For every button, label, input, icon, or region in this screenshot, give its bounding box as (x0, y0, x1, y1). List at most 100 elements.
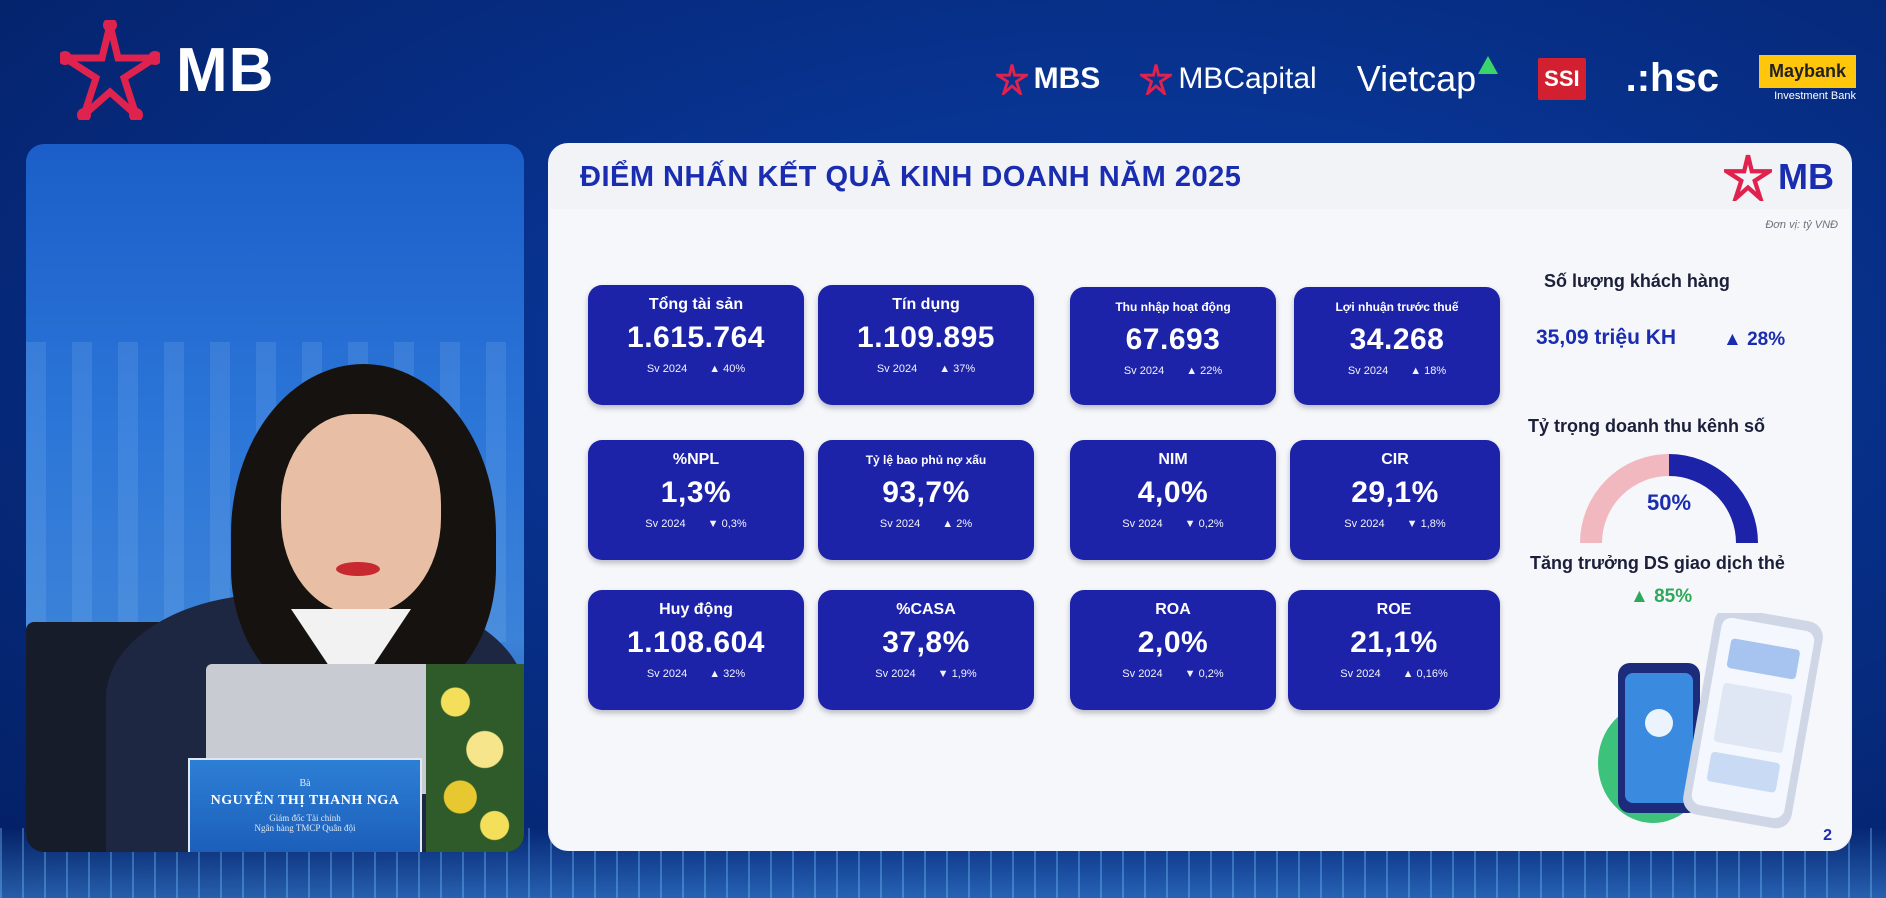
kpi-change: ▲ 22% (1186, 365, 1223, 377)
presentation-slide: ĐIỂM NHẤN KẾT QUẢ KINH DOANH NĂM 2025 MB… (548, 143, 1852, 851)
speaker-lips (336, 562, 380, 576)
card-tx-growth: ▲ 85% (1630, 586, 1693, 607)
phone-front-card (1707, 751, 1780, 793)
brand-text: MB (176, 35, 275, 105)
kpi-label: CIR (1381, 451, 1409, 468)
kpi-value: 21,1% (1350, 626, 1438, 659)
kpi-change: ▲ 40% (709, 363, 746, 375)
kpi-value: 1.615.764 (627, 321, 765, 354)
speaker-face (281, 414, 441, 614)
kpi-change: ▲ 37% (939, 363, 976, 375)
phone-front-banner (1726, 638, 1800, 680)
speaker-video: Bà NGUYỄN THỊ THANH NGA Giám đốc Tài chí… (26, 144, 524, 852)
kpi-label: Tổng tài sản (648, 296, 744, 313)
nameplate-role: Giám đốc Tài chính (269, 813, 341, 823)
kpi-compare-base: Sv 2024 (1344, 518, 1385, 530)
partner-maybank: Maybank Investment Bank (1758, 55, 1856, 102)
kpi-label: Tỷ lệ bao phủ nợ xấu (865, 453, 987, 467)
kpi-label: Huy động (659, 601, 733, 618)
nameplate-org: Ngân hàng TMCP Quân đội (254, 823, 356, 833)
kpi-label: %CASA (896, 601, 956, 618)
kpi-card: Lợi nhuận trước thuế 34.268 Sv 2024 ▲ 18% (1294, 287, 1500, 405)
kpi-compare-base: Sv 2024 (646, 668, 688, 680)
kpi-label: ROE (1376, 601, 1412, 618)
partner-vietcap: Vietcap (1357, 55, 1499, 100)
kpi-card: Tổng tài sản 1.615.764 Sv 2024 ▲ 40% (588, 285, 804, 405)
unit-note: Đơn vị: tỷ VNĐ (1765, 219, 1838, 231)
kpi-compare-base: Sv 2024 (1122, 518, 1163, 530)
kpi-compare-base: Sv 2024 (879, 518, 921, 530)
kpi-compare-base: Sv 2024 (1340, 668, 1381, 680)
kpi-compare: Sv 2024 ▼ 0,3% (588, 518, 804, 530)
slide-logo: MB (1724, 153, 1834, 201)
kpi-compare: Sv 2024 ▲ 18% (1294, 365, 1500, 377)
kpi-compare: Sv 2024 ▲ 40% (588, 363, 804, 375)
mb-star-icon (60, 20, 160, 120)
kpi-compare: Sv 2024 ▲ 32% (588, 668, 804, 680)
partner-maybank-label: Maybank (1758, 55, 1856, 88)
kpi-change: ▲ 2% (942, 518, 973, 530)
kpi-compare-base: Sv 2024 (645, 518, 686, 530)
partner-mbs: MBS (995, 61, 1101, 96)
phone-back-icon (1645, 709, 1673, 737)
phone-front-grid (1713, 683, 1793, 753)
gauge-rest-arc (1580, 454, 1670, 544)
customers-value: 35,09 triệu KH (1536, 326, 1677, 349)
kpi-compare-base: Sv 2024 (1347, 365, 1389, 377)
mbs-star-icon (995, 63, 1028, 95)
kpi-compare: Sv 2024 ▲ 0,16% (1288, 668, 1500, 680)
kpi-value: 29,1% (1351, 476, 1439, 509)
kpi-label: ROA (1155, 601, 1191, 618)
kpi-card: Thu nhập hoạt động 67.693 Sv 2024 ▲ 22% (1070, 287, 1276, 405)
kpi-card: Huy động 1.108.604 Sv 2024 ▲ 32% (588, 590, 804, 710)
kpi-change: ▼ 1,9% (937, 668, 977, 680)
kpi-change: ▲ 18% (1410, 365, 1447, 377)
kpi-card: ROA 2,0% Sv 2024 ▼ 0,2% (1070, 590, 1276, 710)
kpi-compare-base: Sv 2024 (646, 363, 688, 375)
nameplate: Bà NGUYỄN THỊ THANH NGA Giám đốc Tài chí… (188, 758, 422, 852)
mobile-app-illustration (1598, 613, 1823, 829)
header: MB MBS MBCapital Vietcap SSI .:hsc Mayba… (0, 0, 1886, 130)
kpi-compare-base: Sv 2024 (875, 668, 916, 680)
kpi-card: Tỷ lệ bao phủ nợ xấu 93,7% Sv 2024 ▲ 2% (818, 440, 1034, 560)
mb-logo: MB (60, 20, 274, 120)
kpi-value: 67.693 (1125, 323, 1221, 356)
kpi-change: ▼ 0,2% (1184, 518, 1224, 530)
kpi-label: Lợi nhuận trước thuế (1335, 300, 1459, 314)
customers-title: Số lượng khách hàng (1544, 271, 1730, 291)
kpi-change: ▼ 0,2% (1184, 668, 1224, 680)
kpi-compare: Sv 2024 ▲ 2% (818, 518, 1034, 530)
mbcapital-star-icon (1140, 63, 1173, 95)
partner-maybank-sub: Investment Bank (1774, 90, 1856, 102)
kpi-value: 34.268 (1349, 323, 1445, 356)
kpi-compare-base: Sv 2024 (876, 363, 918, 375)
partner-hsc-label: .:hsc (1625, 56, 1719, 100)
partner-ssi: SSI (1538, 57, 1586, 100)
kpi-value: 1.109.895 (857, 321, 995, 354)
kpi-value: 4,0% (1137, 476, 1209, 509)
kpi-card: CIR 29,1% Sv 2024 ▼ 1,8% (1290, 440, 1500, 560)
kpi-card: NIM 4,0% Sv 2024 ▼ 0,2% (1070, 440, 1276, 560)
kpi-compare: Sv 2024 ▼ 0,2% (1070, 668, 1276, 680)
kpi-value: 1,3% (660, 476, 732, 509)
partner-ssi-label: SSI (1544, 65, 1580, 91)
digital-share-gauge (1580, 454, 1758, 544)
digital-share-value: 50% (1646, 490, 1692, 515)
kpi-card: ROE 21,1% Sv 2024 ▲ 0,16% (1288, 590, 1500, 710)
kpi-change: ▼ 1,8% (1406, 518, 1446, 530)
kpi-label: Thu nhập hoạt động (1115, 300, 1231, 314)
kpi-compare: Sv 2024 ▲ 37% (818, 363, 1034, 375)
kpi-label: NIM (1158, 451, 1188, 468)
card-tx-title: Tăng trưởng DS giao dịch thẻ (1530, 553, 1785, 573)
kpi-label: Tín dụng (892, 296, 960, 313)
partner-logos: MBS MBCapital Vietcap SSI .:hsc Maybank … (995, 55, 1856, 102)
slide-mb-star-icon (1724, 154, 1772, 201)
slide-logo-text: MB (1778, 156, 1834, 197)
partner-mbcapital-label: MBCapital (1178, 61, 1317, 95)
kpi-compare: Sv 2024 ▼ 1,9% (818, 668, 1034, 680)
kpi-change: ▲ 0,16% (1402, 668, 1448, 680)
kpi-change: ▲ 32% (709, 668, 746, 680)
kpi-card: Tín dụng 1.109.895 Sv 2024 ▲ 37% (818, 285, 1034, 405)
partner-mbs-label: MBS (1033, 61, 1101, 95)
kpi-value: 93,7% (882, 476, 970, 509)
